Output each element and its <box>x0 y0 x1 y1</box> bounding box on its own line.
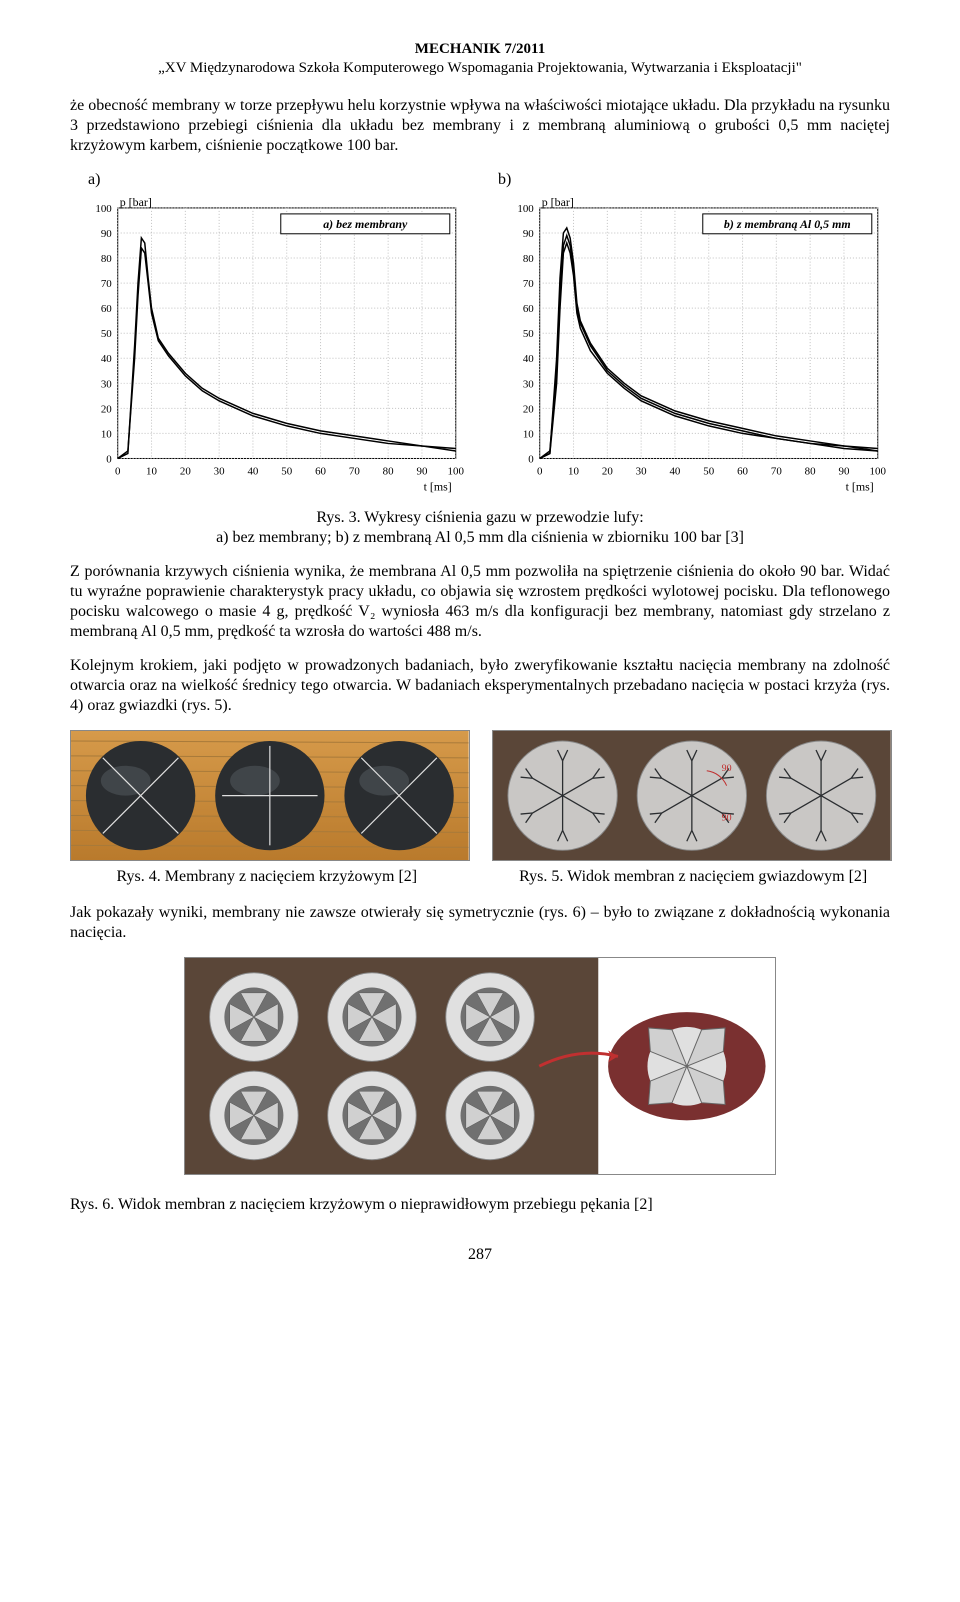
ab-labels-row: a) b) <box>70 170 890 190</box>
svg-text:70: 70 <box>523 278 534 290</box>
svg-text:80: 80 <box>805 465 816 477</box>
paragraph-2: Z porównania krzywych ciśnienia wynika, … <box>70 562 890 642</box>
svg-text:90: 90 <box>523 227 534 239</box>
journal-header: MECHANIK 7/2011 <box>70 40 890 59</box>
svg-text:a) bez membrany: a) bez membrany <box>323 216 408 230</box>
fig6-caption: Rys. 6. Widok membran z nacięciem krzyżo… <box>70 1195 890 1215</box>
svg-text:40: 40 <box>247 465 258 477</box>
svg-text:40: 40 <box>101 353 112 365</box>
svg-text:90: 90 <box>416 465 427 477</box>
fig4-caption: Rys. 4. Membrany z nacięciem krzyżowym [… <box>70 867 464 887</box>
svg-text:30: 30 <box>101 378 112 390</box>
chart-a: 0 10 20 30 40 50 60 70 80 90 100 0 10 20 30 40 50 60 70 80 9… <box>70 196 468 494</box>
fig6-row <box>70 957 890 1181</box>
svg-text:60: 60 <box>737 465 748 477</box>
svg-text:100: 100 <box>518 202 535 214</box>
dual-caption-row: Rys. 4. Membrany z nacięciem krzyżowym [… <box>70 867 890 887</box>
svg-text:100: 100 <box>870 465 887 477</box>
paragraph-3: Kolejnym krokiem, jaki podjęto w prowadz… <box>70 656 890 716</box>
svg-text:60: 60 <box>101 303 112 315</box>
svg-text:30: 30 <box>523 378 534 390</box>
fig4-photo <box>70 730 468 861</box>
svg-text:70: 70 <box>349 465 360 477</box>
svg-text:90: 90 <box>722 812 732 823</box>
conference-header: „XV Międzynarodowa Szkoła Komputerowego … <box>70 59 890 78</box>
label-b: b) <box>480 170 890 190</box>
svg-text:b) z membraną Al 0,5 mm: b) z membraną Al 0,5 mm <box>724 216 851 230</box>
chart-b: 0 10 20 30 40 50 60 70 80 90 100 0 10 20 30 40 50 60 70 80 9… <box>492 196 890 494</box>
svg-text:50: 50 <box>704 465 715 477</box>
svg-text:50: 50 <box>281 465 292 477</box>
svg-text:80: 80 <box>523 253 534 265</box>
photos-row: 90 90 <box>70 730 890 861</box>
svg-text:60: 60 <box>315 465 326 477</box>
svg-text:100: 100 <box>95 202 112 214</box>
svg-text:20: 20 <box>602 465 613 477</box>
fig3-caption-line2: a) bez membrany; b) z membraną Al 0,5 mm… <box>70 528 890 548</box>
svg-text:60: 60 <box>523 303 534 315</box>
charts-row: 0102030405060708090100010203040506070809… <box>70 196 890 494</box>
svg-text:p [bar]: p [bar] <box>120 196 152 209</box>
svg-text:40: 40 <box>523 353 534 365</box>
svg-text:t [ms]: t [ms] <box>846 479 874 493</box>
svg-text:70: 70 <box>101 278 112 290</box>
svg-text:90: 90 <box>722 763 732 774</box>
svg-text:80: 80 <box>383 465 394 477</box>
svg-text:10: 10 <box>568 465 579 477</box>
svg-text:10: 10 <box>146 465 157 477</box>
svg-text:90: 90 <box>101 227 112 239</box>
page-number: 287 <box>70 1245 890 1265</box>
fig3-caption-line1: Rys. 3. Wykresy ciśnienia gazu w przewod… <box>70 508 890 528</box>
fig3-caption: Rys. 3. Wykresy ciśnienia gazu w przewod… <box>70 508 890 548</box>
label-a: a) <box>70 170 480 190</box>
svg-text:0: 0 <box>106 453 112 465</box>
svg-text:0: 0 <box>529 453 535 465</box>
svg-text:90: 90 <box>839 465 850 477</box>
fig5-svg: 90 90 <box>492 730 892 861</box>
fig4-svg <box>70 730 470 861</box>
svg-text:50: 50 <box>101 328 112 340</box>
paragraph-1: że obecność membrany w torze przepływu h… <box>70 96 890 156</box>
svg-text:p [bar]: p [bar] <box>542 196 574 209</box>
svg-text:70: 70 <box>771 465 782 477</box>
svg-text:10: 10 <box>101 428 112 440</box>
svg-text:40: 40 <box>670 465 681 477</box>
svg-text:10: 10 <box>523 428 534 440</box>
svg-text:20: 20 <box>101 403 112 415</box>
svg-text:30: 30 <box>636 465 647 477</box>
svg-text:30: 30 <box>214 465 225 477</box>
svg-text:0: 0 <box>537 465 543 477</box>
paragraph-4: Jak pokazały wyniki, membrany nie zawsze… <box>70 903 890 943</box>
svg-text:20: 20 <box>180 465 191 477</box>
svg-text:0: 0 <box>115 465 121 477</box>
svg-text:100: 100 <box>448 465 465 477</box>
svg-text:20: 20 <box>523 403 534 415</box>
fig5-caption: Rys. 5. Widok membran z nacięciem gwiazd… <box>496 867 890 887</box>
svg-text:80: 80 <box>101 253 112 265</box>
fig5-photo: 90 90 <box>492 730 890 861</box>
chart-b-wrap: 0 10 20 30 40 50 60 70 80 90 100 0 10 20 30 40 50 60 70 80 9… <box>492 196 890 494</box>
svg-text:t [ms]: t [ms] <box>424 479 452 493</box>
chart-a-wrap: 0 10 20 30 40 50 60 70 80 90 100 0 10 20 30 40 50 60 70 80 9… <box>70 196 468 494</box>
fig6-svg <box>184 957 776 1175</box>
svg-text:50: 50 <box>523 328 534 340</box>
